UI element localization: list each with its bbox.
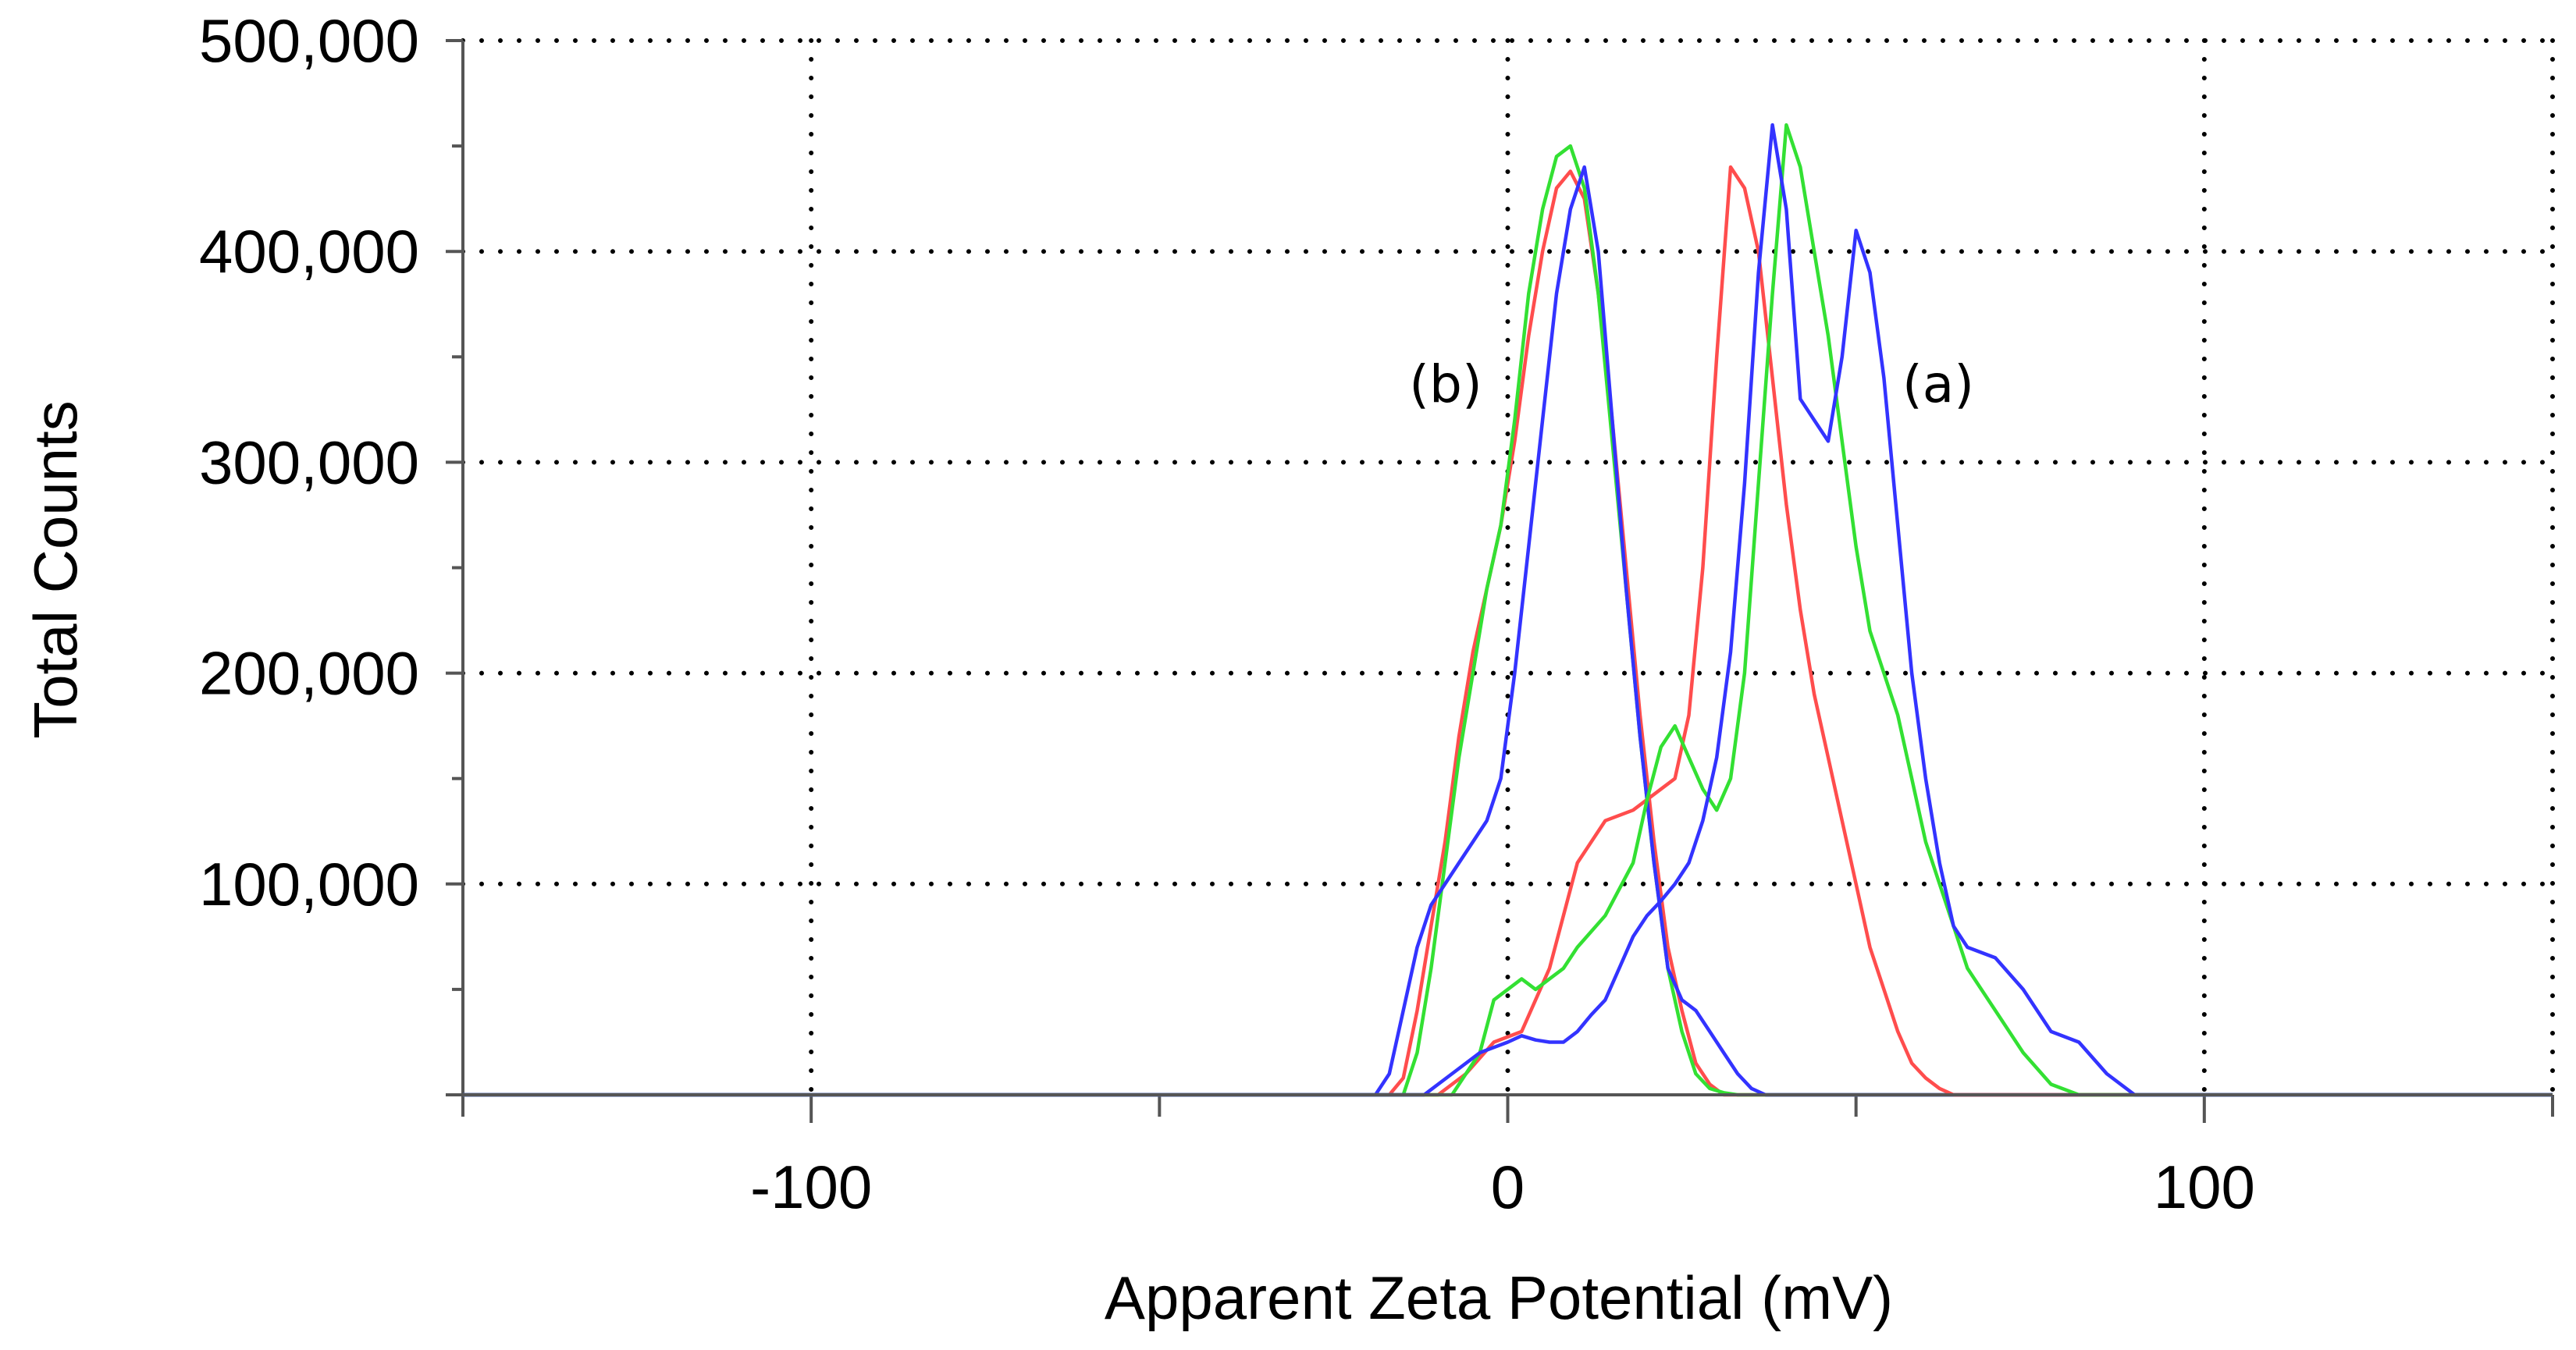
series-line-2 <box>463 165 2553 1097</box>
labels: Total Counts Apparent Zeta Potential (mV… <box>21 6 2255 1332</box>
y-tick-label: 500,000 <box>199 6 419 75</box>
series <box>463 123 2553 1097</box>
grid <box>461 38 2555 1097</box>
x-tick-label: 0 <box>1491 1153 1525 1221</box>
y-tick-label: 400,000 <box>199 217 419 286</box>
series-line-5 <box>463 123 2553 1097</box>
series-line-3 <box>463 165 2553 1097</box>
y-axis-title: Total Counts <box>21 400 90 739</box>
annotation-a: (a) <box>1902 354 1974 414</box>
series-line-4 <box>463 123 2553 1097</box>
axes <box>446 39 2554 1123</box>
annotation-b: (b) <box>1409 354 1482 414</box>
series-line-1 <box>463 144 2553 1097</box>
x-axis-title: Apparent Zeta Potential (mV) <box>1105 1263 1893 1332</box>
y-tick-label: 100,000 <box>199 850 419 918</box>
x-tick-label: -100 <box>750 1153 872 1221</box>
y-tick-label: 200,000 <box>199 639 419 708</box>
x-tick-label: 100 <box>2154 1153 2255 1221</box>
y-tick-label: 300,000 <box>199 428 419 496</box>
series-line-0 <box>463 169 2553 1097</box>
